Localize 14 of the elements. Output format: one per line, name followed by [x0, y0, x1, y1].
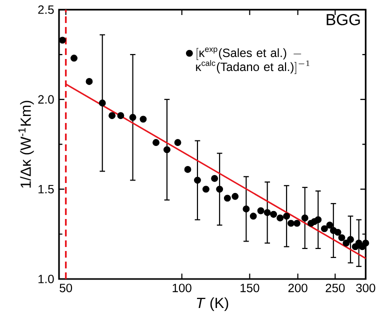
x-tick-label: 200	[288, 284, 308, 292]
legend-label: $[\text{κ}^{\text{exp}}\text{(Sales et al.)} - \text{κ}^{\text{calc}}\text{(Tadano et al.)}]^{-1}$	[196, 48, 310, 74]
x-axis-title: T (K)	[196, 297, 228, 312]
x-tick-label: 100	[172, 284, 192, 292]
x-tick-label: 250	[326, 284, 345, 292]
x-tick-label: 150	[240, 284, 260, 292]
y-axis-title: 1/Δκ (W$^{-1}$Km)	[18, 100, 34, 188]
y-tick-label: 2.5	[38, 5, 54, 14]
y-tick-label: 1.0	[38, 274, 54, 284]
annotation: BGG	[326, 14, 360, 26]
x-tick-label: 300	[356, 284, 376, 292]
x-tick-label: 50	[60, 284, 72, 292]
y-tick-label: 2.0	[38, 95, 54, 104]
y-tick-label: 1.5	[38, 185, 54, 194]
